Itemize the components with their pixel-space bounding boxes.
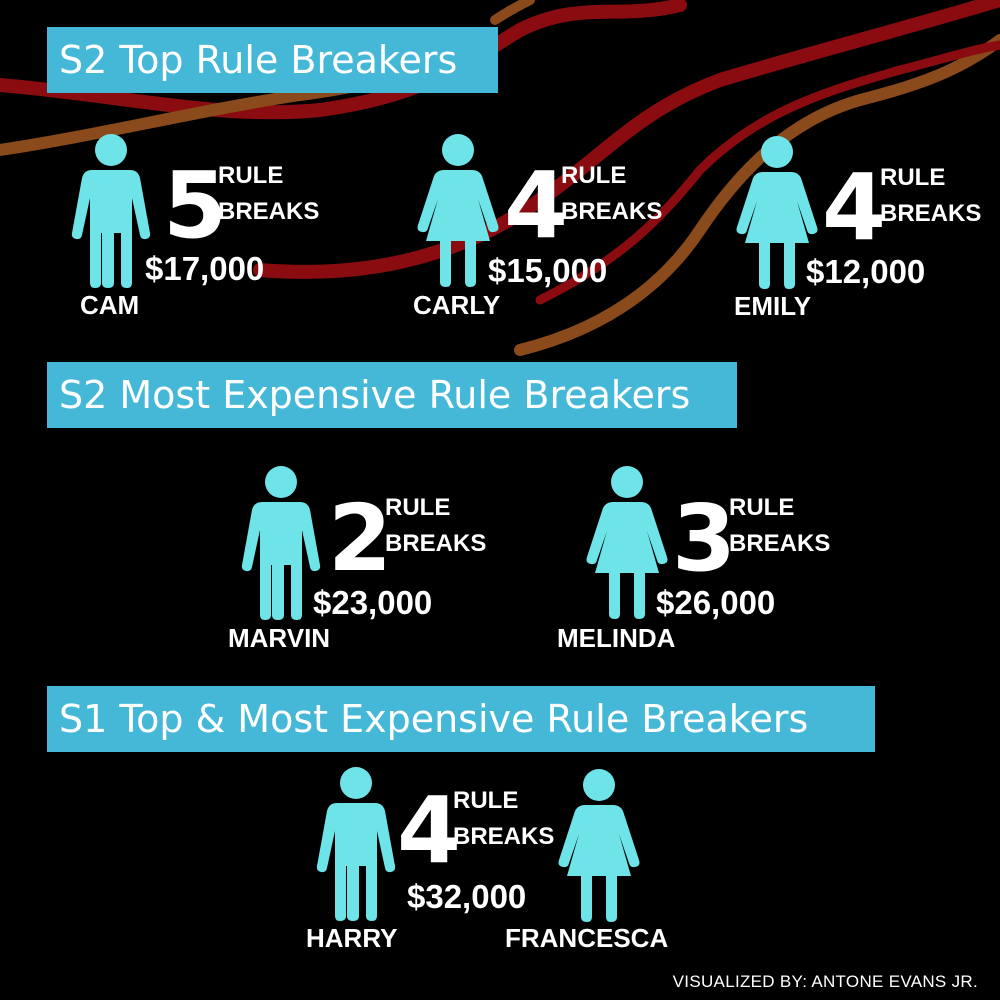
person-name: MELINDA — [557, 623, 676, 653]
section-title: S2 Top Rule Breakers — [59, 38, 458, 82]
person-name: MARVIN — [228, 623, 331, 653]
breaks-label: BREAKS — [385, 530, 487, 557]
cost-amount: $32,000 — [407, 878, 527, 915]
rule-label: RULE — [218, 162, 284, 189]
section-banner-s2-top: S2 Top Rule Breakers — [47, 27, 498, 93]
rule-break-count: 5 — [163, 152, 228, 259]
female-person-icon — [417, 134, 499, 287]
female-person-icon — [586, 466, 668, 619]
person-name: CAM — [80, 290, 140, 320]
cost-amount: $15,000 — [488, 252, 608, 289]
cost-amount: $26,000 — [656, 584, 776, 621]
credit-line: VISUALIZED BY: ANTONE EVANS JR. — [672, 972, 978, 991]
rule-breaks-label: RULE BREAKS — [385, 490, 486, 562]
person-name: CARLY — [413, 290, 501, 320]
male-person-icon — [316, 767, 396, 921]
section-title: S2 Most Expensive Rule Breakers — [59, 373, 691, 417]
rule-label: RULE — [729, 494, 795, 521]
person-name: HARRY — [306, 923, 398, 953]
rule-break-count: 2 — [328, 485, 393, 592]
rule-break-count: 3 — [672, 485, 737, 592]
rule-breaks-label: RULE BREAKS — [218, 158, 319, 230]
rule-breaks-label: RULE BREAKS — [453, 783, 554, 855]
section-title: S1 Top & Most Expensive Rule Breakers — [59, 697, 809, 741]
breaks-label: BREAKS — [218, 198, 320, 225]
breaks-label: BREAKS — [880, 200, 982, 227]
rule-label: RULE — [880, 164, 946, 191]
breaks-label: BREAKS — [729, 530, 831, 557]
rule-label: RULE — [561, 162, 627, 189]
rule-label: RULE — [385, 494, 451, 521]
breaks-label: BREAKS — [561, 198, 663, 225]
cost-amount: $12,000 — [806, 253, 926, 290]
rule-break-count: 4 — [822, 154, 887, 261]
section-banner-s2-expensive: S2 Most Expensive Rule Breakers — [47, 362, 737, 428]
person-name: FRANCESCA — [505, 923, 669, 953]
person-name: EMILY — [734, 291, 812, 321]
rule-break-count: 4 — [397, 777, 462, 884]
rule-breaks-label: RULE BREAKS — [729, 490, 830, 562]
male-person-icon — [71, 134, 151, 288]
cost-amount: $17,000 — [145, 250, 265, 287]
male-person-icon — [241, 466, 321, 620]
rule-breaks-label: RULE BREAKS — [561, 158, 662, 230]
cost-amount: $23,000 — [313, 584, 433, 621]
rule-breaks-label: RULE BREAKS — [880, 160, 981, 232]
female-person-icon — [736, 136, 818, 289]
breaks-label: BREAKS — [453, 823, 555, 850]
rule-break-count: 4 — [504, 152, 569, 259]
rule-label: RULE — [453, 787, 519, 814]
female-person-icon — [558, 769, 640, 922]
section-banner-s1: S1 Top & Most Expensive Rule Breakers — [47, 686, 875, 752]
